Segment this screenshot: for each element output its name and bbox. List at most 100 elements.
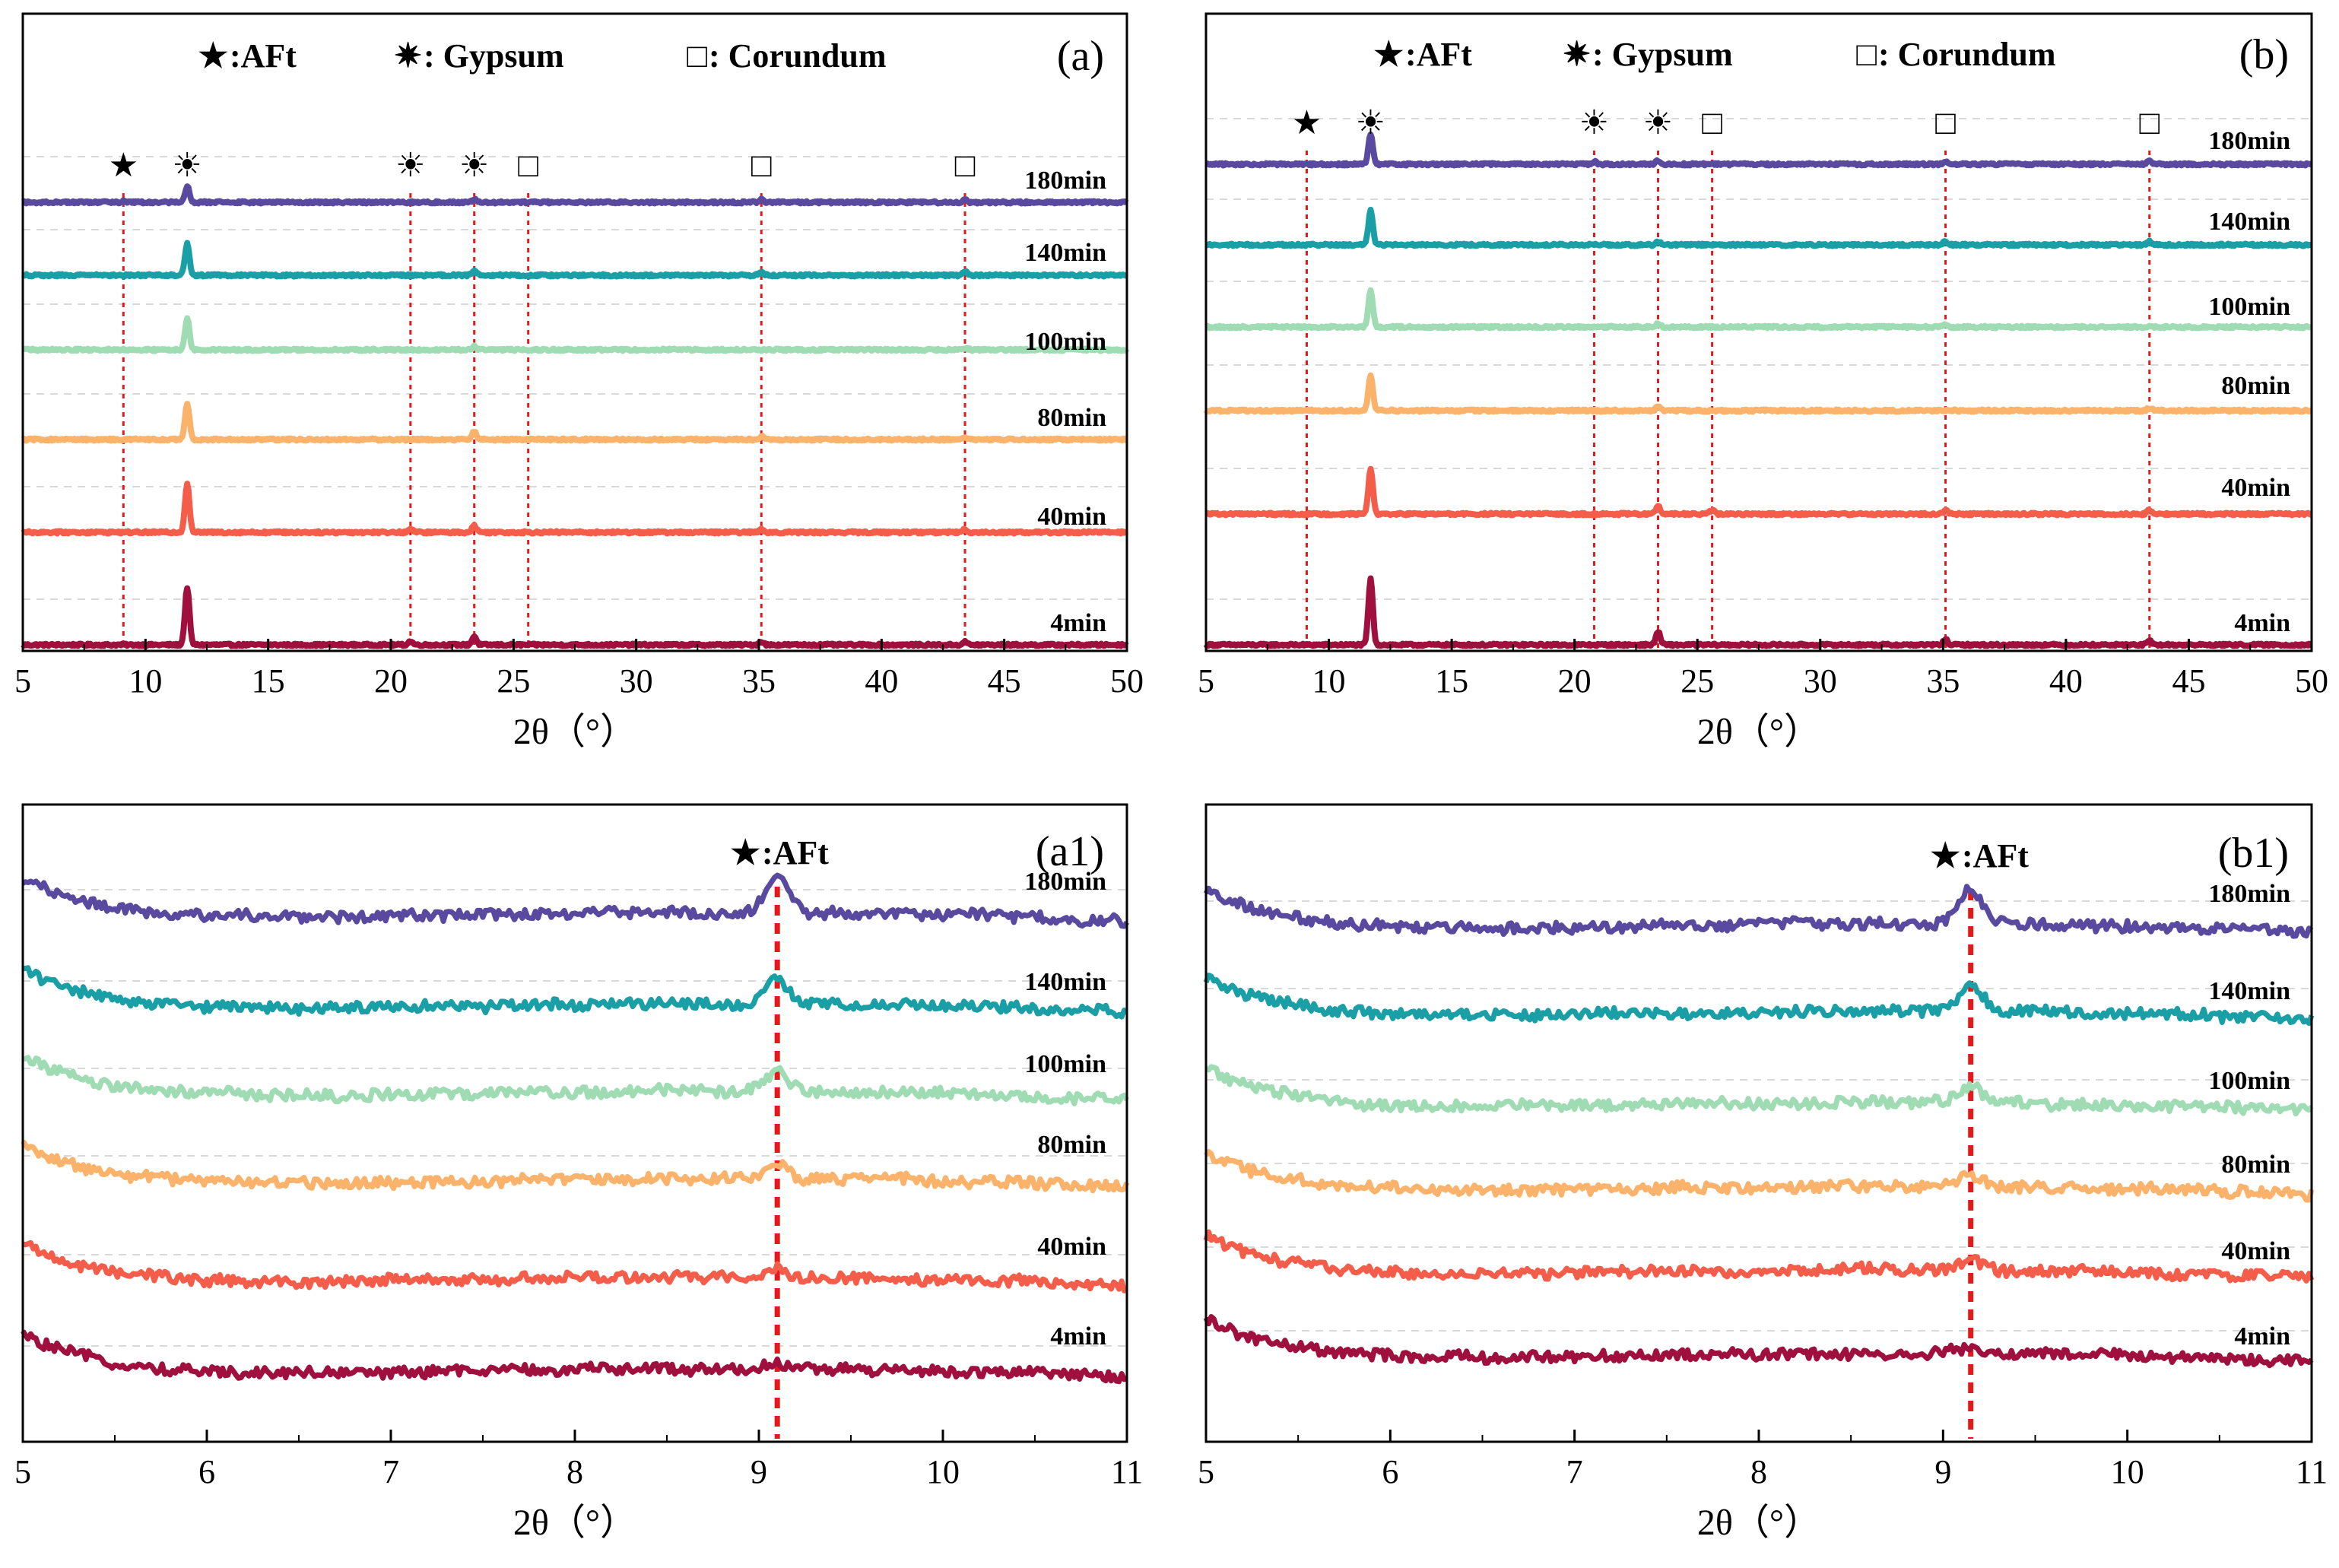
x-tick-label: 15 (252, 662, 285, 700)
x-tick-label: 25 (1680, 662, 1714, 700)
x-tick-label: 9 (1934, 1453, 1951, 1490)
x-tick-label: 10 (926, 1453, 960, 1490)
series-line-40min (1203, 1229, 2315, 1284)
x-tick-label: 20 (374, 662, 408, 700)
series-label-180min: 180min (1024, 167, 1106, 195)
series-line-4min (21, 585, 1129, 649)
series-line-100min (1204, 1064, 2314, 1117)
legend-marker-icon: □ (1856, 36, 1877, 73)
series-line-80min (1203, 372, 2314, 415)
x-tick-label: 11 (2296, 1453, 2328, 1490)
x-tick-label: 6 (198, 1453, 215, 1490)
x-tick-label: 40 (2049, 662, 2083, 700)
series-label-80min: 80min (1037, 404, 1106, 432)
series-label-40min: 40min (2221, 1237, 2290, 1265)
series-line-180min (21, 183, 1129, 207)
x-tick-label: 11 (1111, 1453, 1143, 1490)
series-label-4min: 4min (2234, 1322, 2290, 1351)
x-axis-title: 2θ（°） (1697, 712, 1820, 752)
series-label-4min: 4min (2234, 609, 2290, 637)
panel-label: (b1) (2218, 830, 2289, 877)
series-line-140min (1204, 206, 2314, 249)
x-tick-label: 40 (865, 662, 898, 700)
x-tick-label: 5 (1198, 1453, 1214, 1490)
series-line-140min (21, 240, 1129, 280)
series-label-180min: 180min (2208, 127, 2290, 155)
series-label-40min: 40min (1037, 1233, 1106, 1261)
series-label-100min: 100min (1024, 328, 1106, 356)
panel-a: 4min 40min 80min 100min 140min 180min 5 10 15 20 2… (14, 12, 1144, 752)
series-line-100min (21, 315, 1130, 354)
series-label-180min: 180min (2208, 880, 2290, 908)
series-label-140min: 140min (1024, 239, 1106, 267)
x-tick-label: 30 (1804, 662, 1837, 700)
x-tick-label: 7 (382, 1453, 399, 1490)
x-tick-label: 45 (988, 662, 1021, 700)
series-line-180min (21, 872, 1129, 929)
legend-marker-icon: ★ (1374, 36, 1404, 73)
legend-label: :AFt (762, 834, 829, 871)
legend-marker-icon: ✷ (1563, 36, 1591, 73)
panel-label: (b) (2239, 31, 2289, 78)
series-line-40min (1204, 465, 2314, 519)
series-line-40min (21, 1239, 1128, 1293)
legend-label: :AFt (1405, 36, 1472, 73)
x-tick-label: 9 (751, 1453, 767, 1490)
x-tick-label: 45 (2172, 662, 2205, 700)
series-line-4min (21, 1329, 1128, 1385)
x-tick-label: 5 (14, 662, 31, 700)
peak-marker-icon: ☀ (395, 147, 425, 184)
legend-label: :AFt (230, 37, 297, 75)
peak-marker-icon: □ (518, 147, 538, 184)
peak-marker-icon: □ (1702, 104, 1722, 141)
peak-marker-icon: ☀ (1356, 104, 1385, 141)
legend-label: : Corundum (1878, 36, 2056, 73)
peak-marker-icon: ☀ (172, 147, 202, 184)
legend-label: : Corundum (709, 37, 887, 75)
legend-label: : Gypsum (424, 37, 564, 75)
series-label-140min: 140min (1024, 968, 1106, 996)
series-line-180min (1203, 884, 2314, 939)
peak-marker-icon: ☀ (459, 147, 489, 184)
x-axis-title: 2θ（°） (513, 712, 636, 752)
x-tick-label: 30 (620, 662, 653, 700)
x-tick-label: 35 (1926, 662, 1960, 700)
series-line-4min (1203, 1314, 2314, 1369)
peak-marker-icon: □ (955, 147, 976, 184)
series-label-80min: 80min (2221, 1151, 2290, 1179)
series-label-100min: 100min (1024, 1050, 1106, 1078)
series-label-80min: 80min (1037, 1131, 1106, 1159)
panel-b: 4min 40min 80min 100min 140min 180min 5 10 15 20 2… (1198, 12, 2328, 752)
legend-marker-icon: ✷ (394, 37, 422, 75)
series-line-140min (22, 965, 1128, 1020)
series-label-80min: 80min (2221, 372, 2290, 400)
panel-label: (a1) (1036, 828, 1104, 875)
x-tick-label: 35 (742, 662, 776, 700)
panel-label: (a) (1057, 33, 1104, 80)
series-label-140min: 140min (2208, 977, 2290, 1005)
series-line-100min (22, 1055, 1130, 1106)
peak-marker-icon: ☀ (1643, 104, 1673, 141)
x-tick-label: 10 (2111, 1453, 2144, 1490)
panel-b1: 4min 40min 80min 100min 140min 180min 5 6 7 8 9 10 1… (1198, 803, 2328, 1543)
x-tick-label: 7 (1566, 1453, 1583, 1490)
series-line-80min (21, 1139, 1130, 1194)
series-label-40min: 40min (2221, 474, 2290, 502)
legend-marker-icon: ★ (1931, 837, 1960, 874)
x-axis-title: 2θ（°） (513, 1503, 636, 1543)
legend-label: :AFt (1962, 837, 2029, 874)
x-tick-label: 10 (1312, 662, 1346, 700)
peak-marker-icon: ★ (109, 147, 138, 184)
legend-label: : Gypsum (1592, 36, 1733, 73)
x-tick-label: 15 (1435, 662, 1468, 700)
x-tick-label: 5 (14, 1453, 31, 1490)
series-line-100min (1204, 287, 2314, 332)
series-line-80min (1204, 1149, 2315, 1203)
series-label-100min: 100min (2208, 1067, 2290, 1095)
peak-marker-icon: ★ (1292, 104, 1322, 141)
series-line-40min (21, 481, 1129, 537)
series-line-180min (1204, 132, 2314, 169)
x-tick-label: 50 (2295, 662, 2328, 700)
panel-a1: 4min 40min 80min 100min 140min 180min 5 6 7 8 9 10 1… (14, 803, 1143, 1543)
